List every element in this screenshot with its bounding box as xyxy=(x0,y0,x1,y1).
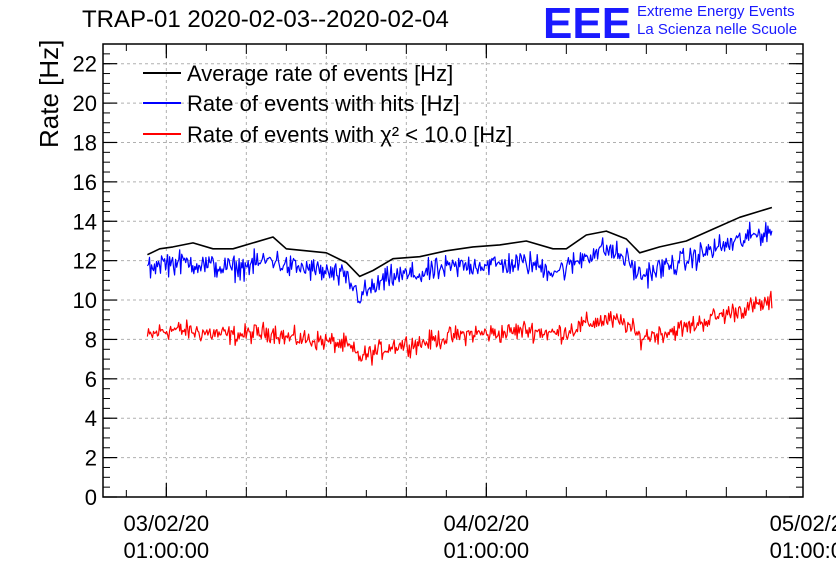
logo-line-2: La Scienza nelle Scuole xyxy=(637,21,798,38)
y-tick-label: 22 xyxy=(73,52,97,77)
y-axis-label: Rate [Hz] xyxy=(2,40,64,200)
y-tick-label: 10 xyxy=(73,288,97,313)
logo-caption: Extreme Energy Events La Scienza nelle S… xyxy=(637,3,797,39)
x-tick-label-time: 01:00:00 xyxy=(124,538,210,563)
legend-label-2: Rate of events with χ² < 10.0 [Hz] xyxy=(187,122,512,147)
series-line-1 xyxy=(146,221,773,304)
y-tick-label: 14 xyxy=(73,209,97,234)
y-axis-label-text: Rate [Hz] xyxy=(34,39,64,148)
y-tick-label: 6 xyxy=(85,367,97,392)
legend: Average rate of events [Hz] Rate of event… xyxy=(143,61,512,147)
y-tick-label: 2 xyxy=(85,446,97,471)
x-tick-label-time: 01:00:0 xyxy=(770,538,836,563)
y-tick-label: 20 xyxy=(73,91,97,116)
y-tick-label: 12 xyxy=(73,249,97,274)
legend-label-0: Average rate of events [Hz] xyxy=(187,61,453,86)
x-tick-label-date: 03/02/20 xyxy=(124,511,210,536)
eee-logo: EEE xyxy=(543,0,632,48)
x-tick-label-date: 04/02/20 xyxy=(444,511,530,536)
logo-line-1: Extreme Energy Events xyxy=(637,3,795,20)
x-tick-label-date: 05/02/2 xyxy=(770,511,836,536)
series-line-0 xyxy=(147,206,773,278)
x-tick-label-time: 01:00:00 xyxy=(444,538,530,563)
y-tick-label: 18 xyxy=(73,130,97,155)
y-tick-label: 4 xyxy=(85,406,97,431)
y-tick-label: 8 xyxy=(85,327,97,352)
y-tick-label: 0 xyxy=(85,485,97,510)
chart-title: TRAP-01 2020-02-03--2020-02-04 xyxy=(82,6,449,33)
series-line-2 xyxy=(146,290,773,366)
series-lines xyxy=(146,206,773,366)
axes: 024681012141618202203/02/2001:00:0004/02… xyxy=(73,43,836,563)
y-tick-label: 16 xyxy=(73,170,97,195)
legend-label-1: Rate of events with hits [Hz] xyxy=(187,91,460,116)
